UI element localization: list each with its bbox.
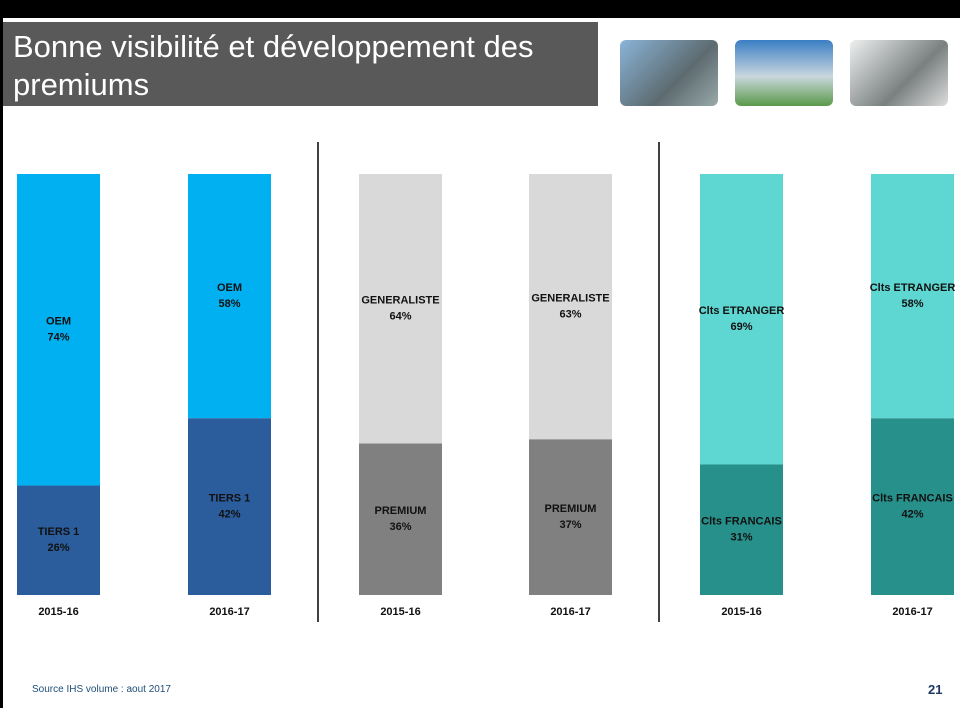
bar-segment [17,485,100,595]
bar-segment [359,443,442,595]
bar-segment [188,418,271,595]
segment-name: Clts ETRANGER [870,282,956,294]
segment-name: TIERS 1 [38,526,80,538]
top-bar [0,0,960,18]
x-tick-label: 2016-17 [209,606,249,618]
bar-segment [871,418,954,595]
data-label: 42% [901,508,923,520]
segment-name: Clts FRANCAIS [701,516,782,528]
x-tick-label: 2015-16 [721,606,761,618]
photo [620,40,718,106]
photo [850,40,948,106]
x-tick-label: 2015-16 [38,606,78,618]
data-label: 31% [730,532,752,544]
bar-segment [871,174,954,419]
segment-name: PREMIUM [545,503,597,515]
left-bar [0,18,3,708]
bar-segment [700,174,783,465]
page-number: 21 [928,682,943,697]
data-label: 42% [218,508,240,520]
segment-name: GENERALISTE [361,295,439,307]
data-label: 74% [47,332,69,344]
data-label: 37% [559,519,581,531]
segment-name: OEM [217,282,242,294]
segment-name: Clts ETRANGER [699,305,785,317]
bar-segment [359,174,442,444]
slide-title: Bonne visibilité et développement des pr… [3,22,598,106]
bar-segment [17,174,100,486]
segment-name: Clts FRANCAIS [872,492,953,504]
x-tick-label: 2016-17 [892,606,932,618]
segment-name: OEM [46,316,71,328]
data-label: 58% [218,298,240,310]
data-label: 64% [389,311,411,323]
data-label: 26% [47,542,69,554]
data-label: 63% [559,309,581,321]
photo [735,40,833,106]
bar-segment [700,464,783,595]
x-tick-label: 2015-16 [380,606,420,618]
segment-name: PREMIUM [375,505,427,517]
data-label: 36% [389,521,411,533]
segment-name: TIERS 1 [209,492,251,504]
source: Source IHS volume : aout 2017 [32,684,171,695]
bar-segment [188,174,271,419]
data-label: 58% [901,298,923,310]
bar-segment [529,174,612,440]
x-tick-label: 2016-17 [550,606,590,618]
data-label: 69% [730,321,752,333]
segment-name: GENERALISTE [531,293,609,305]
bar-segment [529,439,612,595]
